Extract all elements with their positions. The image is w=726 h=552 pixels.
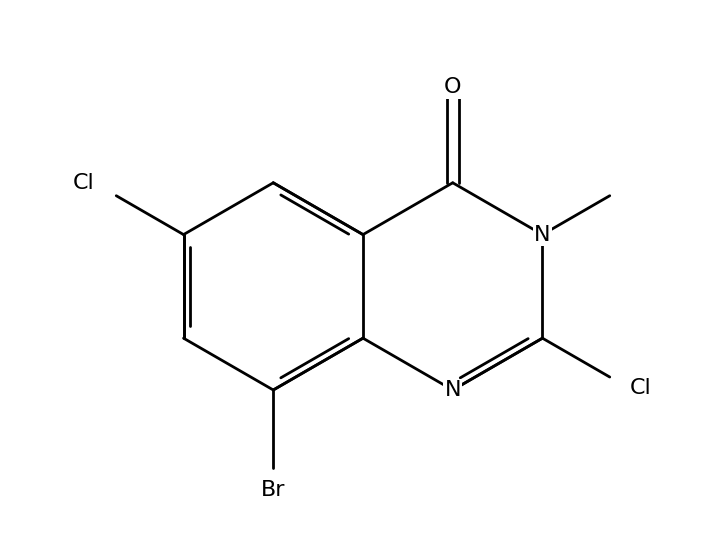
Text: Cl: Cl [629,379,651,399]
Text: N: N [534,225,551,245]
Text: Cl: Cl [73,173,94,193]
Text: O: O [444,77,462,98]
Text: N: N [444,380,461,400]
Text: Br: Br [261,480,285,501]
